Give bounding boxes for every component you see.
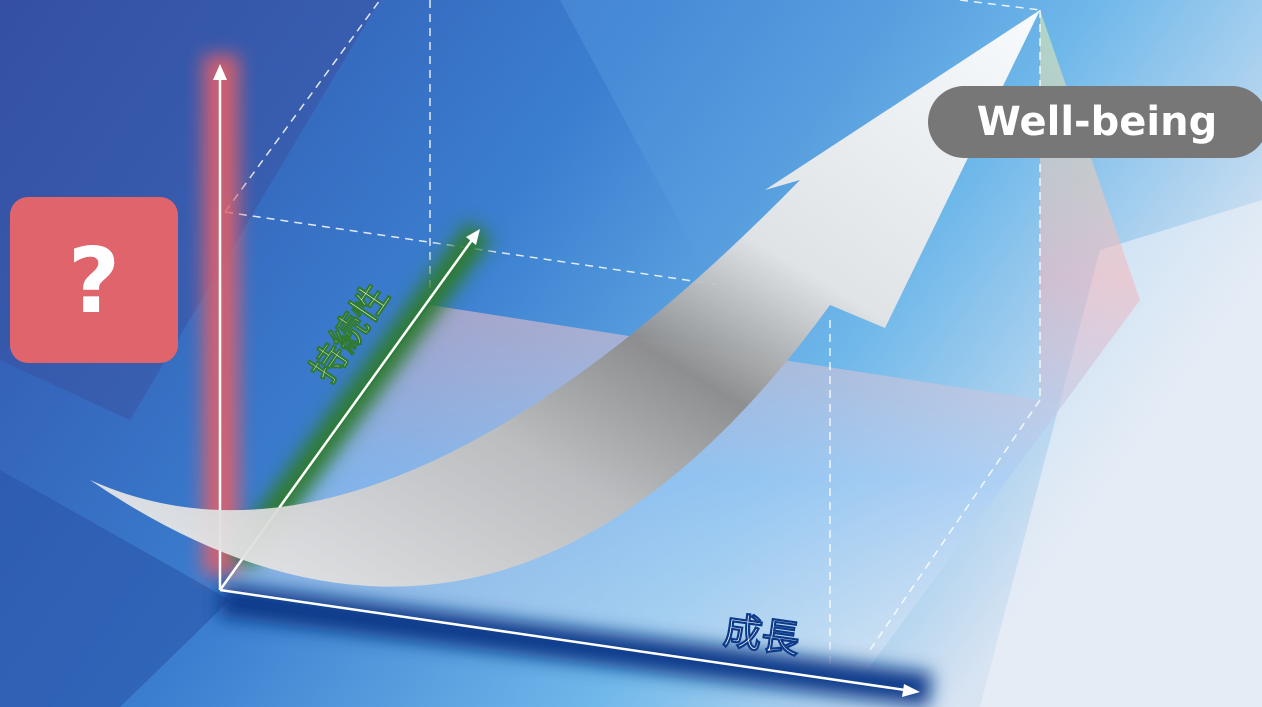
facet	[980, 200, 1262, 707]
wellbeing-pill	[928, 86, 1262, 158]
wellbeing-label: Well-being	[977, 99, 1217, 145]
guide-lines	[224, 0, 1041, 680]
growth-arrow	[90, 10, 1040, 587]
growth-label: 成長	[721, 608, 803, 662]
facet	[560, 0, 900, 260]
facet	[0, 470, 230, 707]
horizontal-glow	[217, 583, 933, 707]
question-box	[10, 197, 178, 363]
question-label: ?	[68, 229, 120, 334]
